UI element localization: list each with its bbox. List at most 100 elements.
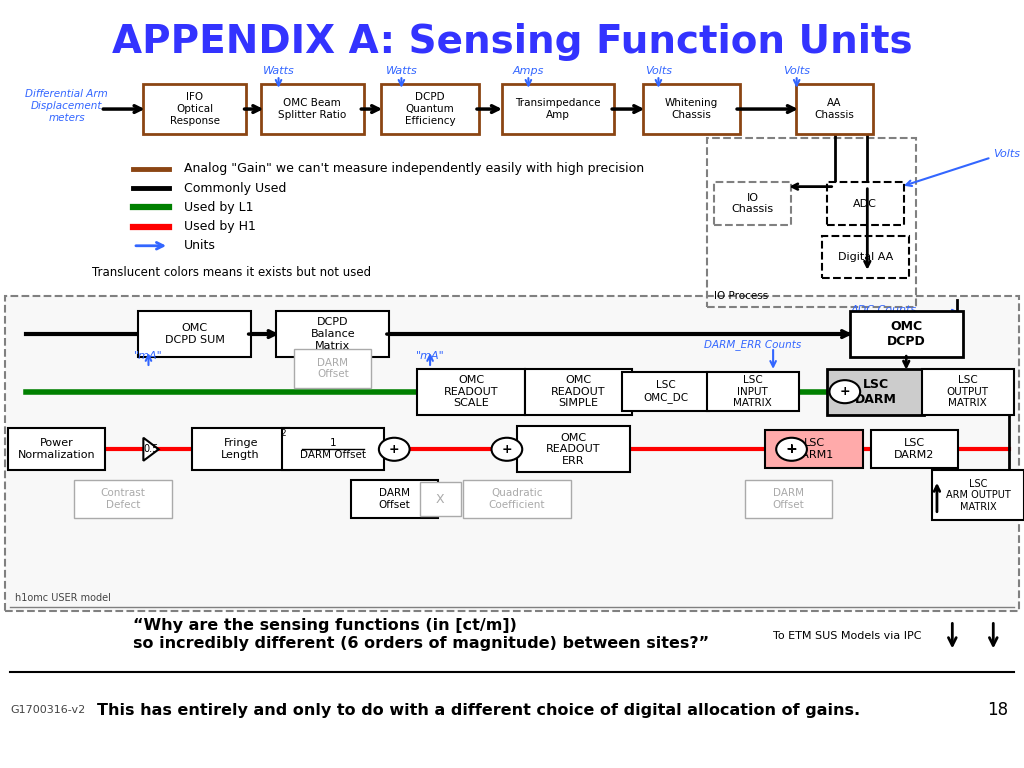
FancyBboxPatch shape [623, 372, 709, 411]
Text: 1
DARM Offset: 1 DARM Offset [300, 439, 366, 460]
Text: ADC Counts: ADC Counts [850, 305, 916, 316]
Text: OMC
READOUT
ERR: OMC READOUT ERR [546, 432, 601, 466]
Text: OMC
DCPD SUM: OMC DCPD SUM [165, 323, 224, 345]
FancyBboxPatch shape [932, 470, 1024, 521]
Text: Translucent colors means it exists but not used: Translucent colors means it exists but n… [92, 266, 372, 279]
Circle shape [379, 438, 410, 461]
Text: IO Process: IO Process [714, 291, 768, 301]
Text: This has entirely and only to do with a different choice of digital allocation o: This has entirely and only to do with a … [97, 703, 860, 718]
FancyBboxPatch shape [745, 480, 831, 518]
Text: Analog "Gain" we can't measure independently easily with high precision: Analog "Gain" we can't measure independe… [184, 163, 644, 175]
Text: LSC
DARM2: LSC DARM2 [894, 439, 935, 460]
Text: OMC
DCPD: OMC DCPD [887, 320, 926, 348]
FancyBboxPatch shape [418, 369, 525, 415]
Text: APPENDIX A: Sensing Function Units: APPENDIX A: Sensing Function Units [112, 23, 912, 61]
Text: Watts: Watts [385, 66, 418, 77]
Text: LSC
ARM OUTPUT
MATRIX: LSC ARM OUTPUT MATRIX [945, 478, 1011, 512]
FancyBboxPatch shape [420, 482, 461, 517]
FancyBboxPatch shape [381, 84, 479, 134]
Text: Contrast
Defect: Contrast Defect [100, 488, 145, 510]
FancyBboxPatch shape [295, 349, 371, 388]
FancyBboxPatch shape [276, 311, 389, 357]
Text: LSC
OUTPUT
MATRIX: LSC OUTPUT MATRIX [946, 375, 989, 409]
Text: Used by H1: Used by H1 [184, 220, 256, 233]
Text: Whitening
Chassis: Whitening Chassis [665, 98, 718, 120]
Text: G1700316-v2: G1700316-v2 [10, 705, 85, 716]
Text: Amps: Amps [513, 66, 544, 77]
Text: "mA": "mA" [134, 350, 163, 361]
FancyBboxPatch shape [5, 296, 1019, 611]
FancyBboxPatch shape [524, 369, 632, 415]
Text: AA
Chassis: AA Chassis [815, 98, 854, 120]
FancyBboxPatch shape [922, 369, 1014, 415]
Text: Quadratic
Coefficient: Quadratic Coefficient [488, 488, 546, 510]
FancyBboxPatch shape [261, 84, 364, 134]
Text: so incredibly different (6 orders of magnitude) between sites?”: so incredibly different (6 orders of mag… [133, 636, 710, 651]
FancyBboxPatch shape [766, 430, 862, 468]
Circle shape [776, 438, 807, 461]
FancyBboxPatch shape [143, 84, 246, 134]
Text: Digital AA: Digital AA [838, 252, 893, 263]
Text: Volts: Volts [993, 148, 1020, 159]
Text: 0.5: 0.5 [143, 444, 159, 455]
Text: Differential Arm
Displacement
meters: Differential Arm Displacement meters [26, 89, 108, 123]
Text: DCPD
Quantum
Efficiency: DCPD Quantum Efficiency [404, 92, 456, 126]
Text: OMC
READOUT
SCALE: OMC READOUT SCALE [443, 375, 499, 409]
Text: +: + [502, 443, 512, 455]
FancyBboxPatch shape [870, 430, 958, 468]
Text: IFO
Optical
Response: IFO Optical Response [170, 92, 219, 126]
Text: LSC
DARM: LSC DARM [855, 378, 896, 406]
Text: OMC Beam
Splitter Ratio: OMC Beam Splitter Ratio [279, 98, 346, 120]
FancyBboxPatch shape [797, 84, 872, 134]
FancyBboxPatch shape [643, 84, 739, 134]
FancyBboxPatch shape [138, 311, 251, 357]
Text: Used by L1: Used by L1 [184, 201, 254, 214]
Text: DARM_ERR Counts: DARM_ERR Counts [705, 339, 801, 349]
Text: 18: 18 [987, 701, 1009, 720]
Text: +: + [389, 443, 399, 455]
FancyBboxPatch shape [463, 480, 571, 518]
Polygon shape [143, 438, 159, 461]
Text: OMC
READOUT
SIMPLE: OMC READOUT SIMPLE [551, 375, 606, 409]
Text: Units: Units [184, 240, 216, 252]
Text: IO
Chassis: IO Chassis [731, 193, 774, 214]
Text: DCPD
Balance
Matrix: DCPD Balance Matrix [310, 317, 355, 351]
FancyBboxPatch shape [7, 429, 104, 470]
Text: Watts: Watts [262, 66, 295, 77]
Text: 2: 2 [281, 429, 286, 438]
Text: Volts: Volts [783, 66, 810, 77]
Text: LSC
OMC_DC: LSC OMC_DC [643, 380, 688, 403]
Text: DARM
Offset: DARM Offset [772, 488, 805, 510]
FancyBboxPatch shape [827, 369, 924, 415]
Text: Volts: Volts [645, 66, 672, 77]
FancyBboxPatch shape [74, 480, 171, 518]
Text: +: + [785, 442, 798, 456]
FancyBboxPatch shape [707, 372, 799, 411]
Text: DARM
Offset: DARM Offset [378, 488, 411, 510]
Text: Transimpedance
Amp: Transimpedance Amp [515, 98, 601, 120]
FancyBboxPatch shape [715, 183, 791, 224]
FancyBboxPatch shape [502, 84, 614, 134]
Text: Fringe
Length: Fringe Length [221, 439, 260, 460]
FancyBboxPatch shape [350, 480, 438, 518]
Text: Commonly Used: Commonly Used [184, 182, 287, 194]
Circle shape [829, 380, 860, 403]
Text: LSC
DARM1: LSC DARM1 [794, 439, 835, 460]
FancyBboxPatch shape [827, 183, 903, 224]
Text: h1omc USER model: h1omc USER model [15, 593, 112, 603]
Text: "mA": "mA" [416, 350, 444, 361]
Circle shape [492, 438, 522, 461]
Text: LSC
INPUT
MATRIX: LSC INPUT MATRIX [733, 375, 772, 409]
Text: Power
Normalization: Power Normalization [17, 439, 95, 460]
Text: ADC: ADC [853, 198, 878, 209]
Text: To ETM SUS Models via IPC: To ETM SUS Models via IPC [773, 631, 922, 641]
Text: +: + [786, 443, 797, 455]
FancyBboxPatch shape [191, 429, 289, 470]
FancyBboxPatch shape [282, 429, 384, 470]
FancyBboxPatch shape [821, 236, 909, 279]
FancyBboxPatch shape [517, 426, 630, 472]
Text: X: X [436, 493, 444, 505]
Text: “Why are the sensing functions (in [ct/m]): “Why are the sensing functions (in [ct/m… [133, 618, 517, 634]
FancyBboxPatch shape [850, 311, 963, 357]
Text: DARM
Offset: DARM Offset [316, 358, 349, 379]
